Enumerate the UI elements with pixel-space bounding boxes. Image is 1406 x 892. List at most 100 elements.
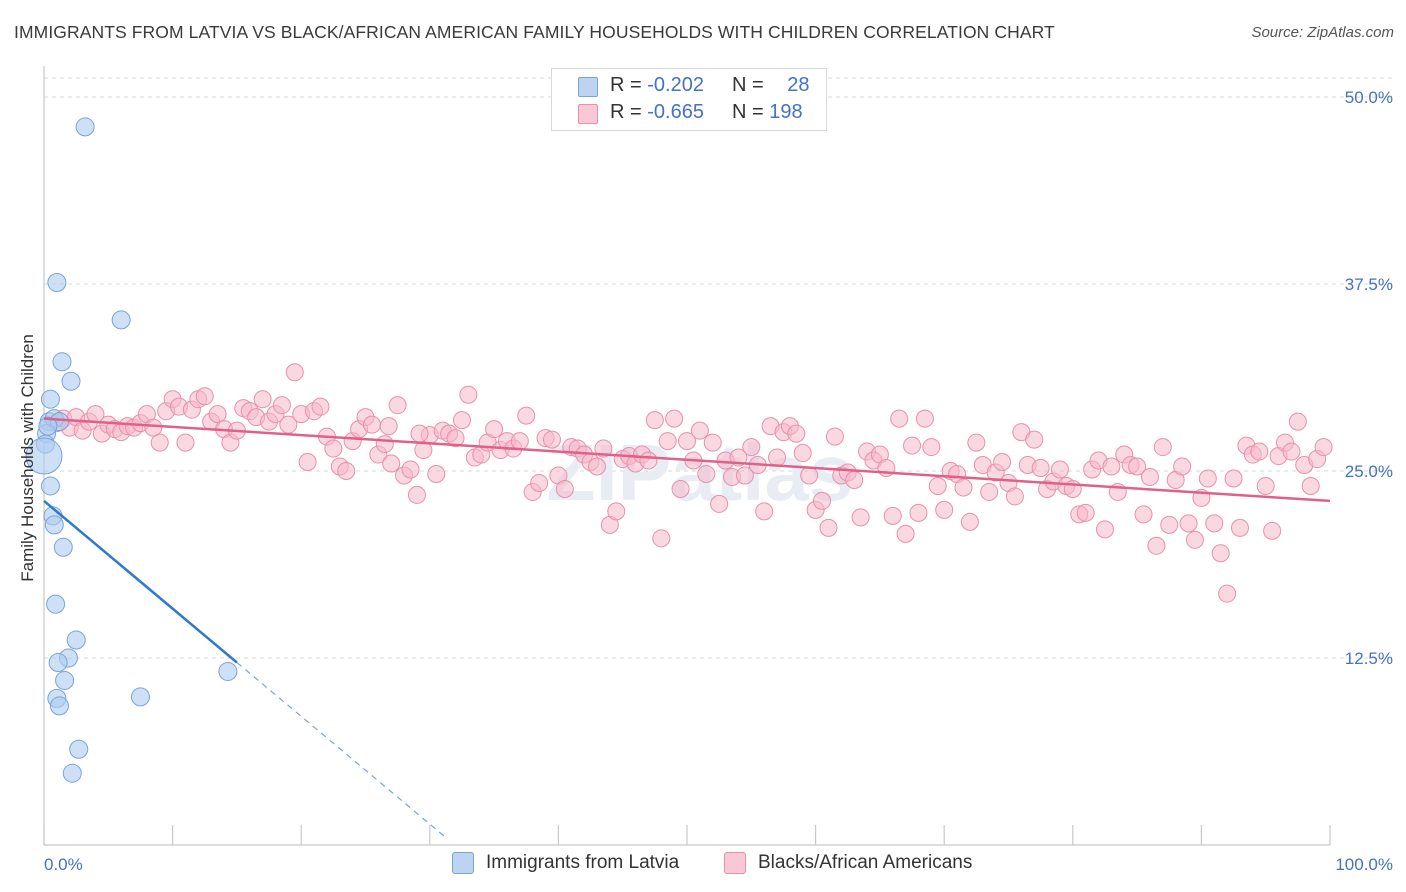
pink-point bbox=[195, 387, 214, 406]
pink-point bbox=[935, 500, 954, 519]
pink-point bbox=[1173, 457, 1192, 476]
pink-point bbox=[742, 438, 761, 457]
pink-point bbox=[890, 409, 909, 428]
blue-point bbox=[69, 739, 89, 759]
pink-point bbox=[1102, 457, 1121, 476]
pink-point bbox=[645, 411, 664, 430]
pink-point bbox=[909, 503, 928, 522]
pink-point bbox=[1153, 438, 1172, 457]
blue-point bbox=[47, 273, 67, 293]
pink-point bbox=[755, 502, 774, 521]
pink-point bbox=[1005, 487, 1024, 506]
pink-point bbox=[1198, 469, 1217, 488]
pink-point bbox=[379, 417, 398, 436]
pink-point bbox=[954, 478, 973, 497]
pink-point bbox=[993, 453, 1012, 472]
pink-point bbox=[208, 405, 227, 424]
pink-point bbox=[922, 438, 941, 457]
pink-point bbox=[819, 518, 838, 537]
blue-point bbox=[66, 630, 86, 650]
bottom-legend-item-pink: Blacks/African Americans bbox=[724, 852, 972, 874]
pink-point bbox=[639, 451, 658, 470]
grid-lines bbox=[44, 77, 1392, 659]
pink-point bbox=[401, 460, 420, 479]
pink-point bbox=[272, 396, 291, 415]
pink-point bbox=[446, 429, 465, 448]
blue-series-points bbox=[25, 117, 238, 783]
bottom-legend-item-blue: Immigrants from Latvia bbox=[452, 852, 679, 874]
pink-point bbox=[594, 439, 613, 458]
pink-point bbox=[678, 432, 696, 451]
pink-trend-line bbox=[43, 417, 1331, 503]
legend-box: R = -0.202 N = 28 R = -0.665 N = 198 bbox=[551, 68, 827, 131]
pink-point bbox=[793, 444, 812, 463]
pink-point bbox=[915, 409, 934, 428]
pink-point bbox=[542, 430, 561, 449]
bottom-legend-label-pink: Blacks/African Americans bbox=[758, 852, 973, 873]
blue-point bbox=[61, 371, 81, 391]
pink-point bbox=[587, 457, 606, 476]
pink-point bbox=[851, 508, 870, 527]
blue-point bbox=[40, 476, 60, 496]
bottom-legend-swatch-pink bbox=[724, 852, 746, 874]
pink-point bbox=[1147, 536, 1166, 555]
legend-swatch-blue bbox=[578, 77, 598, 97]
pink-point bbox=[607, 502, 626, 521]
pink-point bbox=[1205, 514, 1224, 533]
pink-point bbox=[337, 462, 356, 480]
blue-point bbox=[218, 661, 238, 681]
blue-point bbox=[75, 117, 95, 137]
pink-point bbox=[1185, 530, 1204, 549]
pink-point bbox=[1314, 438, 1333, 457]
pink-point bbox=[896, 524, 915, 543]
blue-point bbox=[46, 594, 66, 614]
pink-point bbox=[787, 424, 806, 443]
y-tick-label: 37.5% bbox=[1345, 275, 1393, 294]
pink-point bbox=[410, 424, 429, 443]
pink-point bbox=[362, 415, 381, 434]
legend-r-blue: R = -0.202 bbox=[610, 74, 704, 96]
legend-swatch-pink bbox=[578, 104, 598, 124]
pink-point bbox=[800, 466, 819, 485]
pink-point bbox=[825, 427, 844, 446]
pink-point bbox=[407, 485, 426, 504]
pink-point bbox=[311, 397, 330, 416]
legend-n-blue: N = 28 bbox=[732, 74, 810, 96]
pink-point bbox=[1230, 518, 1249, 537]
pink-point bbox=[883, 506, 902, 525]
pink-point bbox=[530, 473, 549, 492]
pink-point bbox=[903, 436, 922, 455]
pink-point bbox=[980, 482, 999, 501]
pink-point bbox=[1288, 412, 1307, 431]
blue-point bbox=[53, 537, 73, 557]
legend-row-pink: R = -0.665 N = 198 bbox=[552, 101, 826, 127]
pink-point bbox=[324, 439, 343, 458]
blue-point bbox=[55, 670, 75, 690]
blue-point bbox=[49, 696, 69, 716]
pink-point bbox=[452, 411, 471, 430]
pink-point bbox=[735, 466, 754, 485]
pink-point bbox=[652, 529, 671, 548]
pink-point bbox=[510, 432, 529, 451]
pink-point bbox=[1076, 503, 1095, 522]
pink-point bbox=[1025, 430, 1044, 449]
pink-point bbox=[150, 433, 169, 452]
pink-point bbox=[459, 385, 478, 404]
pink-point bbox=[1250, 442, 1269, 461]
blue-point bbox=[44, 515, 64, 535]
pink-series-points bbox=[47, 363, 1333, 603]
pink-point bbox=[427, 464, 446, 483]
pink-point bbox=[1128, 457, 1147, 476]
y-tick-label: 12.5% bbox=[1345, 649, 1393, 668]
pink-point bbox=[485, 420, 504, 439]
pink-point bbox=[928, 476, 947, 495]
legend-r-pink: R = -0.665 bbox=[610, 101, 704, 123]
pink-point bbox=[967, 433, 986, 452]
pink-point bbox=[703, 433, 722, 452]
bottom-legend-label-blue: Immigrants from Latvia bbox=[486, 852, 680, 873]
pink-point bbox=[1224, 469, 1243, 488]
pink-point bbox=[697, 464, 716, 483]
pink-point bbox=[813, 491, 832, 510]
pink-point bbox=[845, 470, 864, 489]
